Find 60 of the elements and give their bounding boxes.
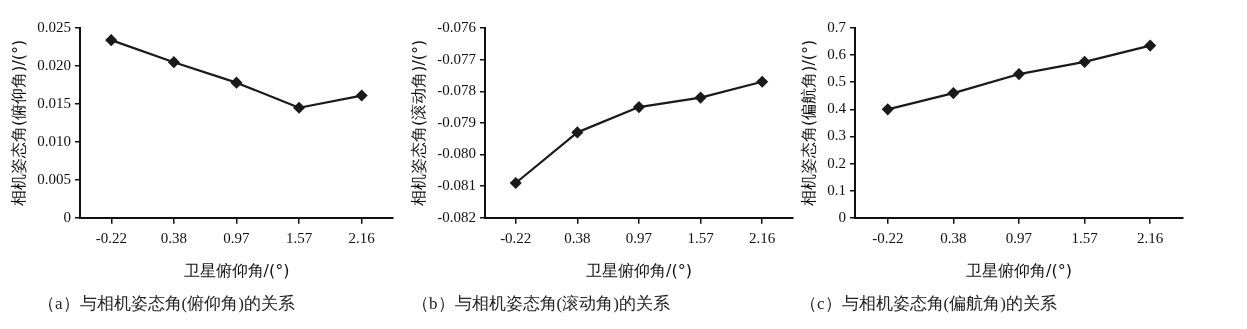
y-tick-label: 0 <box>63 208 71 225</box>
x-axis-title: 卫星俯仰角/(°) <box>183 260 290 280</box>
point <box>947 87 959 99</box>
point <box>510 177 522 189</box>
y-tick-label: 0.1 <box>827 181 846 198</box>
y-tick-label: -0.081 <box>437 177 476 194</box>
text: （a）与相机姿态角(俯仰角)的关系 <box>38 293 295 315</box>
x-tick-label: 1.57 <box>1071 229 1099 246</box>
x-tick-label: 1.57 <box>687 229 715 246</box>
y-tick-label: 0 <box>838 208 846 225</box>
y-tick-label: 0.015 <box>37 94 71 111</box>
y-axis-title: 相机姿态角(俯仰角)/(°) <box>8 39 28 207</box>
x-tick-label: 0.97 <box>625 229 653 246</box>
x-tick-label: 0.38 <box>160 229 187 246</box>
x-tick-label: 2.16 <box>1137 229 1164 246</box>
y-tick-label: 0.3 <box>827 127 846 144</box>
x-tick-label: 0.38 <box>940 229 967 246</box>
point <box>1013 68 1025 80</box>
point <box>168 56 180 68</box>
y-tick-label: 0.020 <box>37 56 71 73</box>
point <box>882 103 894 115</box>
y-axis-title: 相机姿态角(滚动角)/(°) <box>408 39 428 207</box>
x-tick-label: 0.38 <box>564 229 591 246</box>
x-axis-title: 卫星俯仰角/(°) <box>586 260 692 280</box>
y-tick-label: 0.4 <box>827 100 847 117</box>
y-tick-label: 0.6 <box>827 46 847 63</box>
y-tick-label: 0.2 <box>827 154 846 171</box>
point <box>356 89 368 102</box>
point <box>756 76 768 88</box>
y-tick-label: -0.082 <box>437 208 476 225</box>
y-tick-label: 0.005 <box>37 170 71 187</box>
x-axis-title: 卫星俯仰角/(°) <box>966 260 1072 280</box>
point <box>1144 40 1156 52</box>
y-tick-label: 0.025 <box>37 18 71 35</box>
text: （b）与相机姿态角(滚动角)的关系 <box>412 293 670 315</box>
x-tick-label: 0.97 <box>223 229 251 246</box>
point <box>230 77 243 89</box>
x-tick-label: 2.16 <box>749 229 776 246</box>
x-tick-label: -0.22 <box>95 229 127 246</box>
y-tick-label: 0.7 <box>827 18 847 35</box>
y-tick-label: 0.5 <box>827 73 846 90</box>
y-tick-label: -0.078 <box>437 82 476 99</box>
point <box>293 102 305 114</box>
y-tick-label: -0.076 <box>437 18 477 35</box>
y-axis-title: 相机姿态角(偏航角)/(°) <box>798 39 818 207</box>
point <box>105 34 117 46</box>
x-tick-label: -0.22 <box>500 229 532 246</box>
y-tick-label: 0.010 <box>37 132 71 149</box>
y-tick-label: -0.080 <box>437 145 476 162</box>
x-tick-label: 1.57 <box>285 229 313 246</box>
x-tick-label: 2.16 <box>348 229 376 246</box>
y-tick-label: -0.077 <box>437 50 477 67</box>
point <box>1078 56 1091 68</box>
x-tick-label: -0.22 <box>872 229 904 246</box>
text: （c）与相机姿态角(偏航角)的关系 <box>800 293 1057 315</box>
x-tick-label: 0.97 <box>1005 229 1033 246</box>
point <box>571 126 583 138</box>
y-tick-label: -0.079 <box>437 113 476 130</box>
point <box>694 91 707 104</box>
point <box>633 101 645 113</box>
